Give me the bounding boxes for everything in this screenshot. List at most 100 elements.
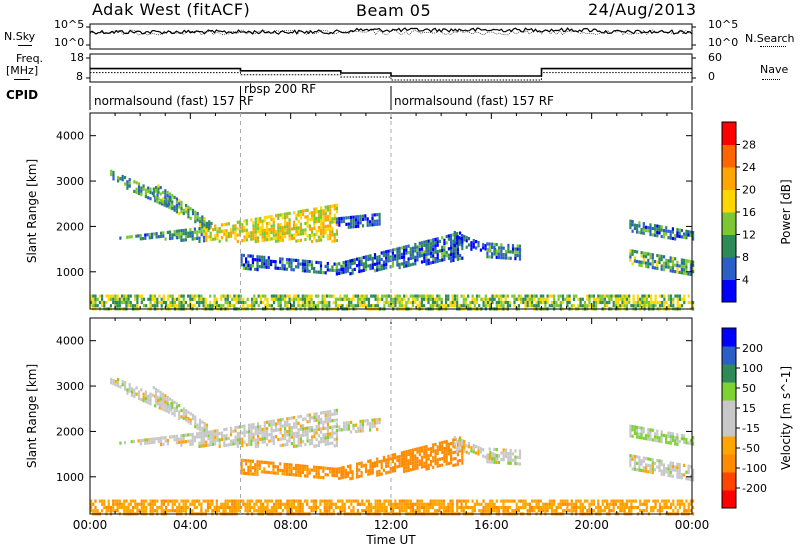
echo-cell bbox=[116, 297, 119, 301]
echo-cell bbox=[376, 502, 379, 506]
echo-cell bbox=[304, 467, 307, 472]
echo-cell bbox=[461, 240, 464, 244]
colorbar-segment bbox=[722, 400, 736, 419]
echo-cell bbox=[362, 464, 365, 468]
echo-cell bbox=[324, 410, 327, 414]
echo-cell bbox=[378, 417, 381, 421]
echo-cell bbox=[133, 180, 136, 184]
echo-cell bbox=[256, 261, 259, 265]
echo-cell bbox=[378, 469, 381, 473]
echo-cell bbox=[676, 439, 679, 443]
echo-cell bbox=[286, 439, 289, 443]
echo-cell bbox=[478, 509, 481, 513]
echo-cell bbox=[293, 416, 296, 420]
echo-cell bbox=[367, 469, 370, 473]
echo-cell bbox=[141, 438, 145, 442]
echo-cell bbox=[629, 222, 632, 226]
echo-cell bbox=[288, 499, 291, 503]
echo-cell bbox=[334, 300, 337, 305]
echo-cell bbox=[292, 473, 295, 477]
echo-cell bbox=[304, 474, 307, 478]
echo-cell bbox=[656, 429, 659, 433]
echo-cell bbox=[452, 252, 455, 256]
echo-cell bbox=[391, 453, 394, 457]
echo-cell bbox=[511, 509, 514, 513]
echo-cell bbox=[445, 455, 448, 460]
echo-cell bbox=[645, 304, 648, 308]
echo-cell bbox=[101, 304, 104, 308]
echo-cell bbox=[651, 458, 654, 462]
echo-cell bbox=[335, 203, 338, 207]
echo-cell bbox=[461, 458, 464, 462]
echo-cell bbox=[651, 461, 654, 465]
echo-cell bbox=[189, 418, 192, 422]
echo-cell bbox=[526, 300, 529, 305]
echo-cell bbox=[475, 240, 478, 244]
echo-cell bbox=[480, 502, 483, 506]
echo-cell bbox=[247, 426, 251, 431]
echo-cell bbox=[449, 509, 452, 513]
echo-cell bbox=[184, 300, 187, 305]
echo-cell bbox=[692, 499, 695, 503]
echo-cell bbox=[252, 237, 255, 241]
echo-cell bbox=[352, 297, 355, 301]
noise-left-tick-top: 10^5 bbox=[54, 18, 85, 31]
echo-cell bbox=[405, 499, 408, 503]
echo-cell bbox=[135, 386, 138, 390]
echo-cell bbox=[288, 234, 291, 238]
echo-cell bbox=[676, 267, 679, 271]
echo-cell bbox=[500, 294, 503, 298]
echo-cell bbox=[167, 304, 170, 308]
echo-cell bbox=[139, 442, 142, 446]
echo-cell bbox=[352, 215, 355, 219]
echo-cell bbox=[405, 304, 408, 308]
echo-cell bbox=[205, 229, 208, 233]
echo-cell bbox=[504, 505, 507, 510]
echo-cell bbox=[323, 297, 326, 301]
echo-cell bbox=[425, 451, 428, 455]
echo-cell bbox=[462, 300, 465, 305]
echo-cell bbox=[137, 439, 140, 443]
echo-cell bbox=[579, 300, 582, 305]
echo-cell bbox=[610, 499, 613, 503]
echo-cell bbox=[364, 255, 368, 259]
echo-cell bbox=[639, 509, 642, 513]
echo-cell bbox=[472, 450, 475, 454]
echo-cell bbox=[451, 505, 454, 510]
echo-cell bbox=[229, 439, 233, 443]
freq-left-tick-bottom: 8 bbox=[76, 70, 83, 83]
echo-cell bbox=[322, 222, 325, 226]
echo-cell bbox=[412, 262, 415, 266]
echo-cell bbox=[306, 224, 309, 228]
echo-cell bbox=[418, 248, 421, 252]
echo-cell bbox=[297, 300, 300, 305]
echo-cell bbox=[378, 258, 381, 262]
echo-cell bbox=[241, 440, 244, 445]
echo-cell bbox=[136, 502, 139, 506]
echo-cell bbox=[94, 505, 97, 510]
echo-cell bbox=[491, 502, 494, 506]
echo-cell bbox=[511, 250, 515, 254]
echo-cell bbox=[292, 294, 296, 298]
echo-cell bbox=[200, 294, 203, 298]
echo-cell bbox=[277, 236, 280, 240]
echo-cell bbox=[303, 294, 307, 298]
echo-cell bbox=[264, 499, 267, 503]
echo-cell bbox=[345, 499, 348, 503]
echo-cell bbox=[442, 304, 445, 308]
echo-cell bbox=[671, 432, 674, 436]
echo-cell bbox=[198, 223, 202, 227]
echo-cell bbox=[376, 457, 379, 461]
echo-cell bbox=[242, 471, 245, 475]
echo-cell bbox=[313, 217, 316, 221]
echo-cell bbox=[258, 258, 261, 262]
echo-cell bbox=[191, 439, 194, 443]
echo-cell bbox=[323, 294, 326, 298]
echo-cell bbox=[323, 499, 326, 503]
echo-cell bbox=[245, 430, 248, 434]
echo-cell bbox=[477, 241, 480, 245]
echo-cell bbox=[429, 297, 432, 301]
echo-cell bbox=[340, 220, 343, 224]
echo-cell bbox=[619, 294, 622, 298]
echo-cell bbox=[643, 499, 646, 503]
